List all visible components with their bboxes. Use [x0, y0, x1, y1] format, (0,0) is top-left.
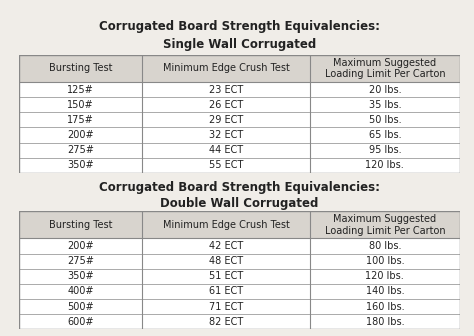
Text: Corrugated Board Strength Equivalencies:: Corrugated Board Strength Equivalencies: [99, 181, 380, 194]
Text: 150#: 150# [67, 100, 94, 110]
Text: 23 ECT: 23 ECT [209, 85, 243, 95]
Text: 350#: 350# [67, 271, 94, 281]
Text: 50 lbs.: 50 lbs. [368, 115, 401, 125]
Text: 48 ECT: 48 ECT [209, 256, 243, 266]
Text: 180 lbs.: 180 lbs. [365, 317, 404, 327]
Text: 200#: 200# [67, 241, 94, 251]
Bar [19, 158, 460, 173]
Text: 140 lbs.: 140 lbs. [365, 286, 404, 296]
Text: 55 ECT: 55 ECT [209, 160, 243, 170]
Text: 61 ECT: 61 ECT [209, 286, 243, 296]
Text: 350#: 350# [67, 160, 94, 170]
Text: 42 ECT: 42 ECT [209, 241, 243, 251]
Text: 44 ECT: 44 ECT [209, 145, 243, 155]
Text: 120 lbs.: 120 lbs. [365, 271, 404, 281]
Text: 20 lbs.: 20 lbs. [368, 85, 401, 95]
Text: Bursting Test: Bursting Test [49, 220, 112, 230]
Text: 275#: 275# [67, 256, 94, 266]
Text: 95 lbs.: 95 lbs. [368, 145, 401, 155]
Bar [19, 314, 460, 329]
Bar [19, 112, 460, 127]
Text: 125#: 125# [67, 85, 94, 95]
Bar [19, 254, 460, 269]
Text: 500#: 500# [67, 302, 94, 311]
Text: Maximum Suggested
Loading Limit Per Carton: Maximum Suggested Loading Limit Per Cart… [325, 214, 445, 236]
Bar [19, 97, 460, 112]
Text: Maximum Suggested
Loading Limit Per Carton: Maximum Suggested Loading Limit Per Cart… [325, 57, 445, 79]
Text: Minimum Edge Crush Test: Minimum Edge Crush Test [163, 220, 290, 230]
Text: 35 lbs.: 35 lbs. [368, 100, 401, 110]
Text: Minimum Edge Crush Test: Minimum Edge Crush Test [163, 64, 290, 73]
Text: 32 ECT: 32 ECT [209, 130, 243, 140]
Text: 82 ECT: 82 ECT [209, 317, 243, 327]
Text: 71 ECT: 71 ECT [209, 302, 243, 311]
Bar [19, 142, 460, 158]
Text: 100 lbs.: 100 lbs. [365, 256, 404, 266]
Text: 175#: 175# [67, 115, 94, 125]
Text: 600#: 600# [67, 317, 94, 327]
Text: 160 lbs.: 160 lbs. [365, 302, 404, 311]
Bar [19, 299, 460, 314]
Text: 65 lbs.: 65 lbs. [368, 130, 401, 140]
Text: 80 lbs.: 80 lbs. [369, 241, 401, 251]
Bar [19, 82, 460, 97]
Bar [19, 269, 460, 284]
Text: Double Wall Corrugated: Double Wall Corrugated [160, 197, 319, 210]
Text: 400#: 400# [67, 286, 94, 296]
Bar [19, 239, 460, 254]
Bar [19, 127, 460, 142]
Text: Single Wall Corrugated: Single Wall Corrugated [163, 38, 316, 51]
Bar [19, 55, 460, 82]
Text: 275#: 275# [67, 145, 94, 155]
Bar [19, 284, 460, 299]
Text: Corrugated Board Strength Equivalencies:: Corrugated Board Strength Equivalencies: [99, 20, 380, 33]
Text: Bursting Test: Bursting Test [49, 64, 112, 73]
Text: 120 lbs.: 120 lbs. [365, 160, 404, 170]
Text: 200#: 200# [67, 130, 94, 140]
Text: 26 ECT: 26 ECT [209, 100, 243, 110]
Text: 51 ECT: 51 ECT [209, 271, 243, 281]
Text: 29 ECT: 29 ECT [209, 115, 243, 125]
Bar [19, 211, 460, 239]
